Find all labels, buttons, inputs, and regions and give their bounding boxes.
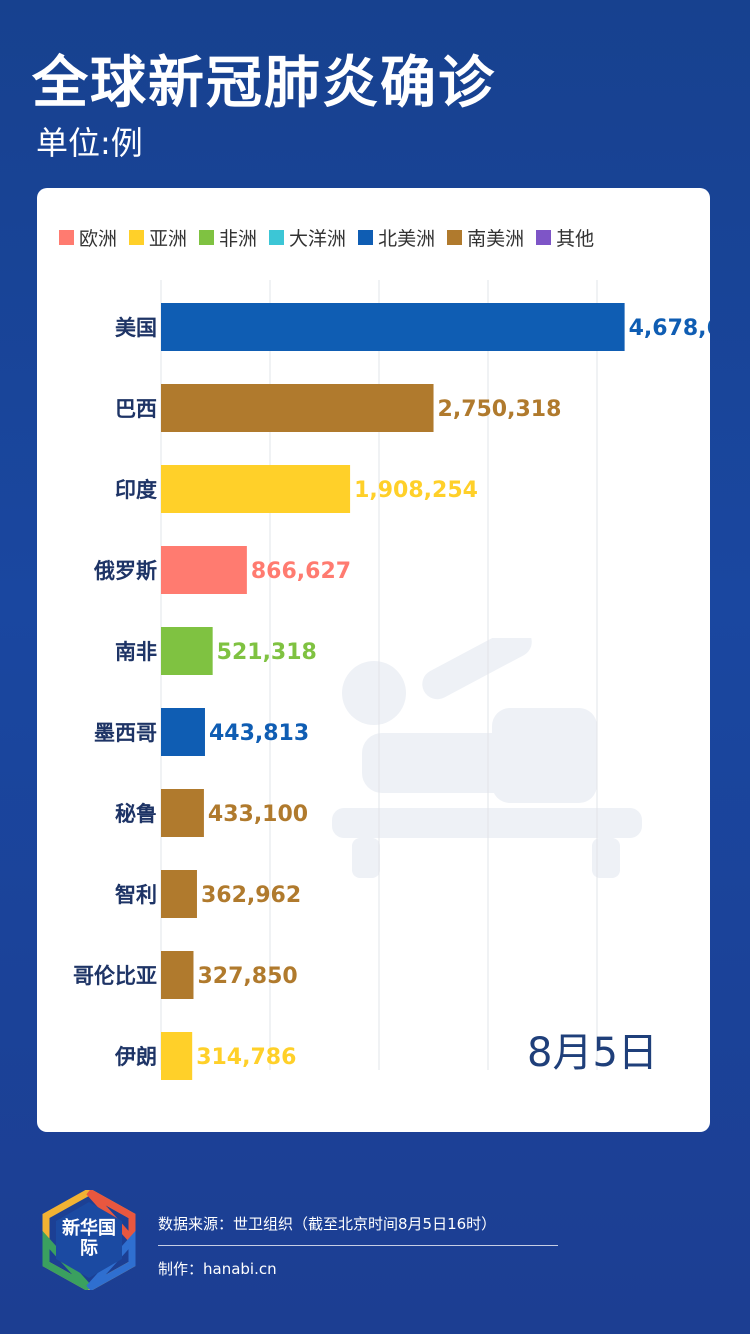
- legend-swatch-north-america: [358, 230, 374, 245]
- legend-label-north-america: 北美洲: [378, 228, 436, 250]
- value-label: 521,318: [217, 640, 317, 665]
- category-label: 哥伦比亚: [73, 964, 157, 988]
- legend-item-other: 其他: [536, 224, 594, 251]
- bar: [161, 951, 194, 999]
- category-label: 俄罗斯: [93, 559, 157, 583]
- legend-label-south-america: 南美洲: [467, 228, 525, 250]
- unit-label: 单位:例: [36, 124, 143, 162]
- value-label: 866,627: [251, 559, 351, 584]
- bar: [161, 1032, 193, 1080]
- category-label: 伊朗: [114, 1045, 157, 1069]
- date-label: 8月5日: [527, 1030, 658, 1076]
- category-label: 南非: [115, 640, 157, 664]
- data-source: 数据来源：世卫组织（截至北京时间8月5日16时）: [158, 1215, 497, 1233]
- bar: [161, 303, 625, 351]
- legend-item-north-america: 北美洲: [358, 224, 435, 251]
- category-label: 智利: [115, 883, 157, 907]
- legend-swatch-south-america: [447, 230, 463, 245]
- legend-label-europe: 欧洲: [79, 228, 118, 250]
- legend-item-south-america: 南美洲: [447, 224, 524, 251]
- value-label: 327,850: [197, 964, 297, 989]
- bar: [161, 789, 204, 837]
- bar: [161, 870, 197, 918]
- value-label: 362,962: [201, 883, 301, 908]
- legend-swatch-africa: [199, 230, 215, 245]
- value-label: 443,813: [209, 721, 309, 746]
- legend-item-africa: 非洲: [199, 224, 257, 251]
- legend-label-africa: 非洲: [219, 228, 258, 250]
- bar: [161, 465, 351, 513]
- chart-card: 欧洲 亚洲 非洲 大洋洲 北美洲 南美洲 其他: [37, 188, 710, 1132]
- legend-item-oceania: 大洋洲: [269, 224, 346, 251]
- value-label: 2,750,318: [438, 397, 562, 422]
- xinhua-logo-icon: [42, 1190, 136, 1290]
- bar: [161, 627, 213, 675]
- category-label: 印度: [115, 478, 157, 502]
- legend-swatch-other: [536, 230, 552, 245]
- legend-item-europe: 欧洲: [59, 224, 117, 251]
- value-label: 433,100: [208, 802, 308, 827]
- bar-chart: 美国 4,678,610 巴西 2,750,318 印度 1,908,254 俄罗斯 866,…: [73, 280, 710, 1080]
- legend-label-oceania: 大洋洲: [289, 228, 347, 250]
- category-label: 墨西哥: [94, 721, 157, 745]
- hospital-bed-watermark-icon: [332, 638, 642, 878]
- category-label: 巴西: [115, 397, 157, 421]
- page-title: 全球新冠肺炎确诊: [32, 51, 496, 116]
- category-label: 美国: [115, 316, 157, 340]
- bar: [161, 384, 434, 432]
- legend-item-asia: 亚洲: [129, 224, 187, 251]
- legend-swatch-europe: [59, 230, 74, 245]
- value-label: 314,786: [196, 1045, 296, 1070]
- logo-text: 新华国际: [62, 1218, 116, 1259]
- bar: [161, 708, 205, 756]
- chart-legend: 欧洲 亚洲 非洲 大洋洲 北美洲 南美洲 其他: [59, 224, 594, 251]
- maker-credit: 制作：hanabi.cn: [158, 1260, 277, 1278]
- legend-label-asia: 亚洲: [149, 228, 188, 250]
- legend-swatch-asia: [129, 230, 145, 245]
- footer-divider: [158, 1245, 558, 1246]
- value-label: 1,908,254: [354, 478, 478, 503]
- bar: [161, 546, 247, 594]
- legend-swatch-oceania: [269, 230, 285, 245]
- value-label: 4,678,610: [629, 316, 710, 341]
- category-label: 秘鲁: [115, 802, 157, 826]
- legend-label-other: 其他: [556, 228, 595, 250]
